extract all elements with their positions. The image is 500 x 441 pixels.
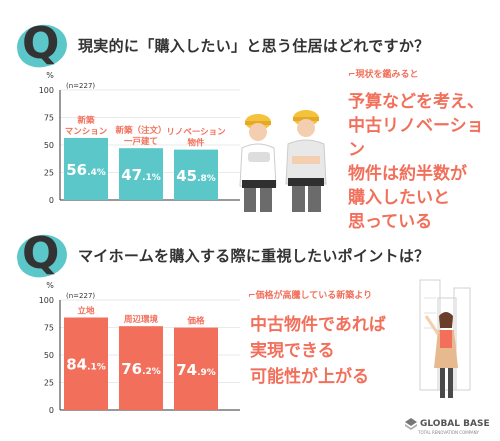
sample-note: (n=227) <box>66 82 95 90</box>
logo-tagline: TOTAL RENOVATION COMPANY <box>418 430 479 435</box>
city-woman-illustration <box>419 279 471 398</box>
bar-value-label: 74.9% <box>176 361 216 379</box>
q2-mark: Q <box>22 228 60 279</box>
q2-title: マイホームを購入する際に重視したいポイントは？ <box>78 247 430 265</box>
y-tick-label: 100 <box>39 296 54 305</box>
category-label: 価格 <box>186 316 205 327</box>
global-base-logo: GLOBAL BASE <box>405 418 490 430</box>
bar <box>64 317 108 410</box>
category-label: リノベーション <box>166 128 226 138</box>
y-tick-label: 0 <box>49 196 54 205</box>
category-label: 立地 <box>77 305 95 316</box>
category-label: 物件 <box>187 138 205 149</box>
bar-value-label: 56.4% <box>66 161 106 179</box>
q1-line: 購入したいと <box>348 188 450 208</box>
y-tick-label: 50 <box>44 351 54 360</box>
category-label: 周辺環境 <box>124 314 159 325</box>
bar-value-label: 76.2% <box>121 360 161 378</box>
q2-line: 実現できる <box>250 341 335 361</box>
bar-value-label: 84.1% <box>66 356 106 374</box>
q1-mark: Q <box>22 18 60 69</box>
bar-value-label: 47.1% <box>121 166 161 184</box>
y-tick-label: 25 <box>44 379 54 388</box>
q1-line: 思っている <box>348 212 433 232</box>
chart-q2: % (n=227) 0 25 50 75 100 84.1% 立地 76.2% 周辺環境 74.9% 価… <box>39 281 240 413</box>
category-label: 一戸建て <box>124 136 158 147</box>
y-tick-label: 75 <box>44 324 54 333</box>
category-label: マンション <box>65 127 108 137</box>
sample-note: (n=227) <box>66 292 95 300</box>
y-tick-label: 50 <box>44 141 54 150</box>
bar <box>174 149 218 200</box>
unit-label: % <box>46 281 54 290</box>
q2-subtitle: 価格が高騰している新築より <box>248 288 373 301</box>
bar <box>64 137 108 200</box>
q1-line: 物件は約半数が <box>348 164 467 184</box>
q1-subtitle: 現状を鑑みると <box>348 67 419 80</box>
y-tick-label: 75 <box>44 114 54 123</box>
q1-line: 予算などを考え、 <box>348 92 484 112</box>
bar <box>174 327 218 410</box>
bar <box>119 148 163 200</box>
q2-line: 可能性が上がる <box>250 367 369 387</box>
q1-highlight: 予算などを考え、 中古リノベーション 物件は約半数が 購入したいと 思っている <box>348 90 500 234</box>
bar-value-label: 45.8% <box>176 167 216 185</box>
unit-label: % <box>46 71 54 80</box>
category-label: 新築（注文） <box>115 125 166 136</box>
category-label: 新築 <box>77 115 95 126</box>
bar <box>119 326 163 410</box>
logo-icon <box>405 418 417 430</box>
y-tick-label: 25 <box>44 169 54 178</box>
q2-highlight: 中古物件であれば 実現できる 可能性が上がる <box>250 312 386 390</box>
y-tick-label: 100 <box>39 86 54 95</box>
q2-line: 中古物件であれば <box>250 315 386 335</box>
workers-illustration <box>239 110 327 212</box>
logo-name: GLOBAL BASE <box>420 419 490 429</box>
q1-title: 現実的に「購入したい」と思う住居はどれですか？ <box>78 37 430 55</box>
y-tick-label: 0 <box>49 406 54 413</box>
q1-line: 中古リノベーション <box>348 116 484 160</box>
